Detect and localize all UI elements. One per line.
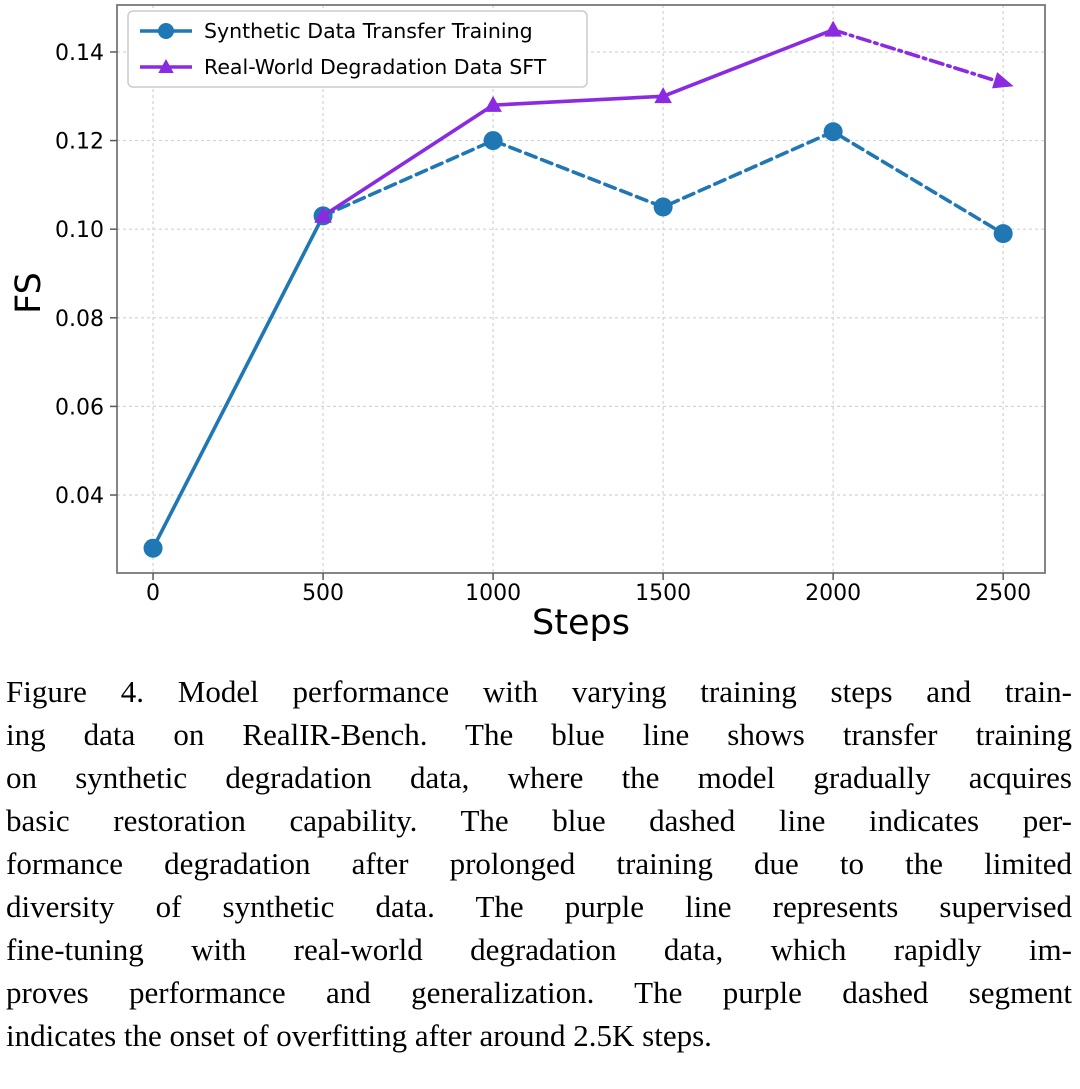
legend-label: Synthetic Data Transfer Training: [204, 19, 533, 43]
x-tick-label: 2000: [805, 581, 861, 606]
caption-line: proves performance and generalization. T…: [6, 975, 1072, 1010]
legend: Synthetic Data Transfer Training Real-Wor…: [127, 10, 588, 88]
y-tick-label: 0.14: [55, 41, 104, 66]
caption-line: ing data on RealIR-Bench. The blue line …: [6, 717, 1072, 752]
data-point-marker: [824, 20, 842, 37]
series-line-realworld-dashdot: [831, 28, 1005, 85]
data-point-marker: [653, 197, 673, 217]
x-tick-label: 500: [302, 581, 344, 606]
caption-line: Figure 4. Model performance with varying…: [6, 674, 1072, 709]
data-point-marker: [483, 131, 503, 151]
legend-label: Real-World Degradation Data SFT: [204, 55, 547, 79]
series-line-synthetic-solid: [151, 214, 325, 550]
series-line-realworld-solid: [321, 28, 835, 218]
caption-line: basic restoration capability. The blue d…: [6, 803, 1072, 838]
overfit-arrow-marker: [992, 72, 1014, 89]
training-steps-chart: 0 500 1000 1500 2000 2500 0.04 0.06 0.08 0.10 0.12…: [9, 4, 1046, 643]
x-tick-label: 1000: [465, 581, 521, 606]
data-point-marker: [654, 87, 672, 104]
caption-line: fine-tuning with real-world degradation …: [6, 932, 1072, 967]
x-tick-label: 1500: [635, 581, 691, 606]
x-tick-label: 0: [146, 581, 160, 606]
y-tick-label: 0.06: [55, 395, 104, 420]
caption-line: indicates the onset of overfitting after…: [6, 1018, 712, 1053]
series-line-synthetic-dashed: [321, 129, 1005, 236]
y-tick-label: 0.08: [55, 307, 104, 332]
data-point-marker: [314, 206, 332, 223]
caption-line: diversity of synthetic data. The purple …: [6, 889, 1072, 924]
data-point-marker: [823, 122, 843, 142]
y-tick-label: 0.10: [55, 218, 104, 243]
x-axis-label: Steps: [532, 603, 630, 643]
data-point-marker: [484, 95, 502, 112]
caption-line: formance degradation after prolonged tra…: [6, 846, 1072, 881]
legend-circle-marker-icon: [158, 23, 174, 39]
y-axis-label: FS: [9, 272, 49, 314]
legend-triangle-marker-icon: [158, 59, 174, 73]
caption-line: on synthetic degradation data, where the…: [6, 760, 1072, 795]
plot-border: [116, 4, 1046, 574]
y-tick-label: 0.12: [55, 130, 104, 155]
y-tick-label: 0.04: [55, 484, 104, 509]
figure-caption: Figure 4. Model performance with varying…: [0, 660, 1080, 1057]
data-point-marker: [143, 538, 163, 558]
data-point-marker: [993, 224, 1013, 244]
x-tick-label: 2500: [975, 581, 1031, 606]
legend-box: [127, 10, 588, 88]
